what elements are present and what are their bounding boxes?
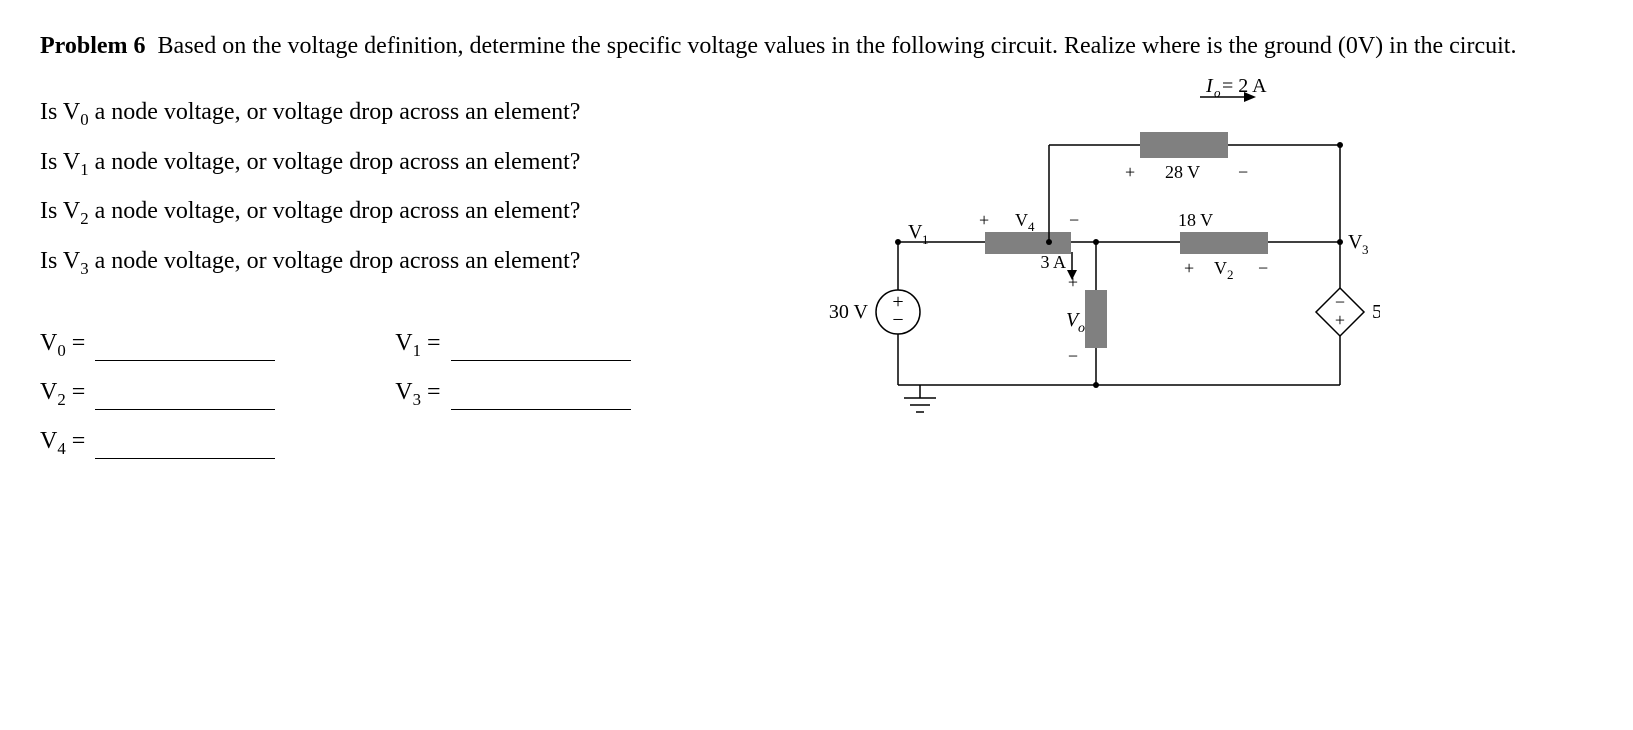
svg-text:3: 3 bbox=[1362, 242, 1369, 257]
answer-v0: V0 = bbox=[40, 330, 275, 361]
svg-text:4: 4 bbox=[1028, 219, 1035, 234]
svg-text:2: 2 bbox=[1227, 267, 1234, 282]
question-v2: Is V2 a node voltage, or voltage drop ac… bbox=[40, 195, 800, 230]
answer-v4: V4 = bbox=[40, 428, 275, 459]
svg-text:+: + bbox=[1184, 258, 1194, 278]
svg-text:V: V bbox=[908, 221, 923, 243]
svg-text:= 2 A: = 2 A bbox=[1222, 75, 1267, 97]
answer-v3: V3 = bbox=[395, 379, 630, 410]
answer-v2: V2 = bbox=[40, 379, 275, 410]
svg-text:−: − bbox=[1238, 162, 1248, 182]
svg-text:28 V: 28 V bbox=[1165, 162, 1200, 182]
svg-text:30 V: 30 V bbox=[829, 301, 869, 323]
problem-number: Problem 6 bbox=[40, 33, 146, 59]
svg-text:−: − bbox=[1068, 346, 1078, 366]
svg-text:+: + bbox=[979, 210, 989, 230]
svg-text:+: + bbox=[1335, 310, 1345, 330]
circuit-diagram: +−30 V−+5Io+Vo−3 AIo = 2 A+V4−V118 V+V2−… bbox=[820, 42, 1380, 472]
svg-text:+: + bbox=[1125, 162, 1135, 182]
question-v1: Is V1 a node voltage, or voltage drop ac… bbox=[40, 146, 800, 181]
svg-text:o: o bbox=[1214, 85, 1221, 100]
svg-text:−: − bbox=[1258, 258, 1268, 278]
svg-text:1: 1 bbox=[922, 232, 929, 247]
question-v0: Is V0 a node voltage, or voltage drop ac… bbox=[40, 96, 800, 131]
svg-text:−: − bbox=[892, 309, 903, 331]
svg-text:o: o bbox=[1078, 321, 1085, 336]
svg-text:3 A: 3 A bbox=[1040, 252, 1066, 272]
svg-text:−: − bbox=[1069, 210, 1079, 230]
svg-text:−: − bbox=[1335, 292, 1345, 312]
question-v3: Is V3 a node voltage, or voltage drop ac… bbox=[40, 245, 800, 280]
svg-text:V: V bbox=[1214, 258, 1227, 278]
svg-text:V: V bbox=[1015, 210, 1028, 230]
svg-text:V: V bbox=[1348, 231, 1363, 253]
svg-text:I: I bbox=[1205, 75, 1214, 97]
answer-v1: V1 = bbox=[395, 330, 630, 361]
svg-text:5: 5 bbox=[1372, 301, 1380, 323]
answers-block: V0 = V1 = V2 = V3 = V4 = bbox=[40, 330, 800, 458]
svg-text:18 V: 18 V bbox=[1178, 210, 1213, 230]
